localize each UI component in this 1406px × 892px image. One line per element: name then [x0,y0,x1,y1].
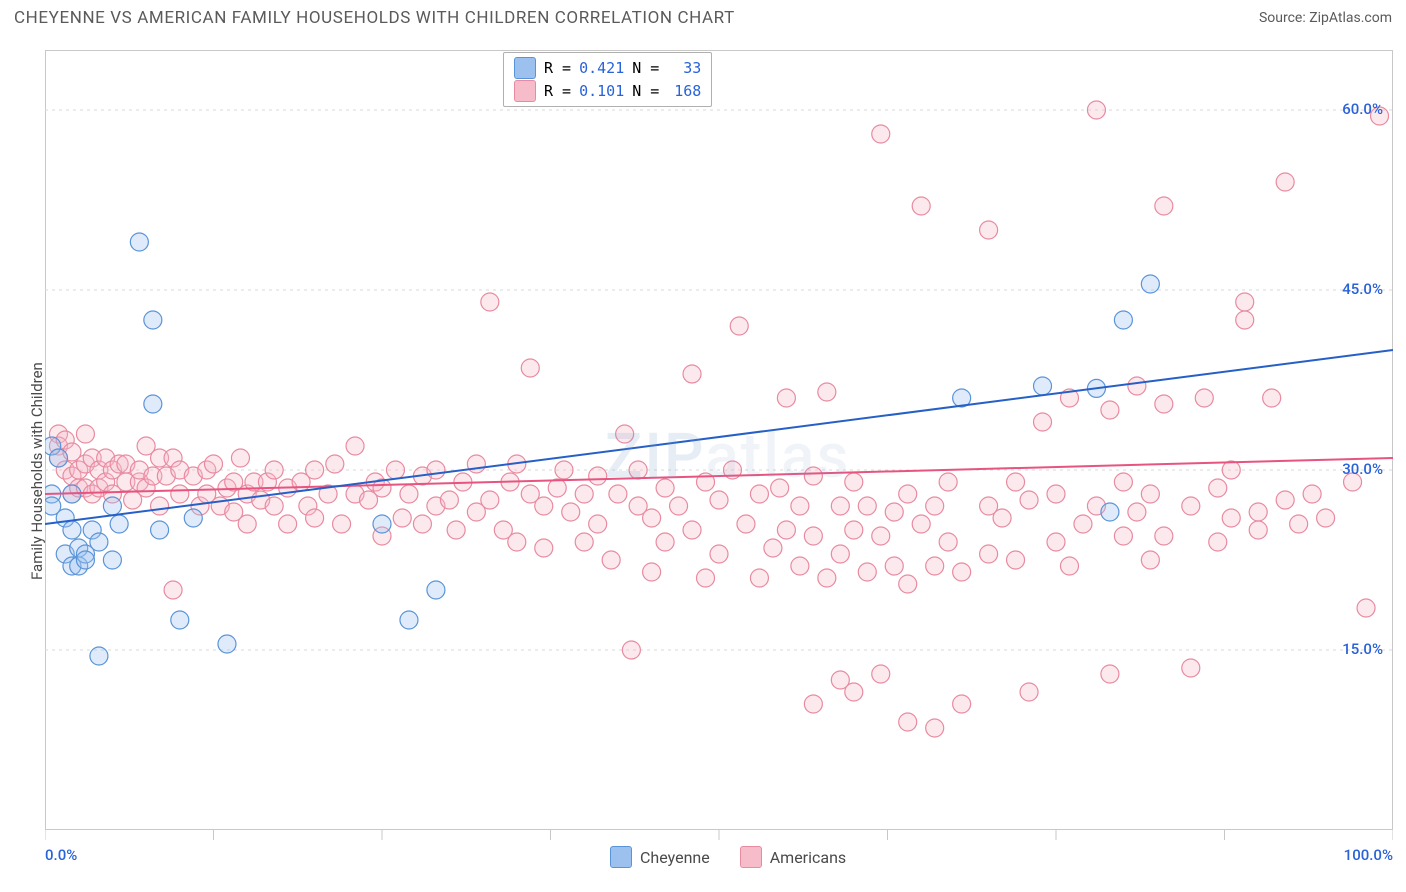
legend-n-value-americans: 168 [667,80,701,103]
legend-r-label: R = [544,80,571,103]
y-axis-label: Family Households with Children [28,362,46,580]
scatter-chart [45,50,1393,880]
legend-n-value-cheyenne: 33 [667,57,701,80]
chart-header: CHEYENNE VS AMERICAN FAMILY HOUSEHOLDS W… [0,0,1406,32]
swatch-americans [740,846,762,868]
y-tick-label: 45.0% [1342,280,1383,298]
legend-item-cheyenne: Cheyenne [610,846,710,868]
x-tick-label: 100.0% [1344,846,1393,864]
x-tick-label: 0.0% [45,846,77,864]
legend-r-value-americans: 0.101 [579,80,624,103]
chart-source: Source: ZipAtlas.com [1259,10,1392,26]
legend-r-value-cheyenne: 0.421 [579,57,624,80]
legend-n-label: N = [632,57,659,80]
chart-container: CHEYENNE VS AMERICAN FAMILY HOUSEHOLDS W… [0,0,1406,892]
legend-n-label: N = [632,80,659,103]
y-tick-label: 60.0% [1342,100,1383,118]
legend-row-cheyenne: R = 0.421 N = 33 [514,57,701,80]
legend-row-americans: R = 0.101 N = 168 [514,80,701,103]
swatch-cheyenne [514,57,536,79]
legend-item-americans: Americans [740,846,846,868]
correlation-legend: R = 0.421 N = 33 R = 0.101 N = 168 [503,52,712,107]
plot-area: ZIPatlas R = 0.421 N = 33 R = 0.101 N = … [45,50,1393,830]
legend-r-label: R = [544,57,571,80]
swatch-americans [514,80,536,102]
legend-label-cheyenne: Cheyenne [640,848,710,867]
y-tick-label: 15.0% [1342,640,1383,658]
series-legend: Cheyenne Americans [610,846,846,868]
swatch-cheyenne [610,846,632,868]
y-tick-label: 30.0% [1342,460,1383,478]
chart-title: CHEYENNE VS AMERICAN FAMILY HOUSEHOLDS W… [14,8,735,28]
legend-label-americans: Americans [770,848,846,867]
